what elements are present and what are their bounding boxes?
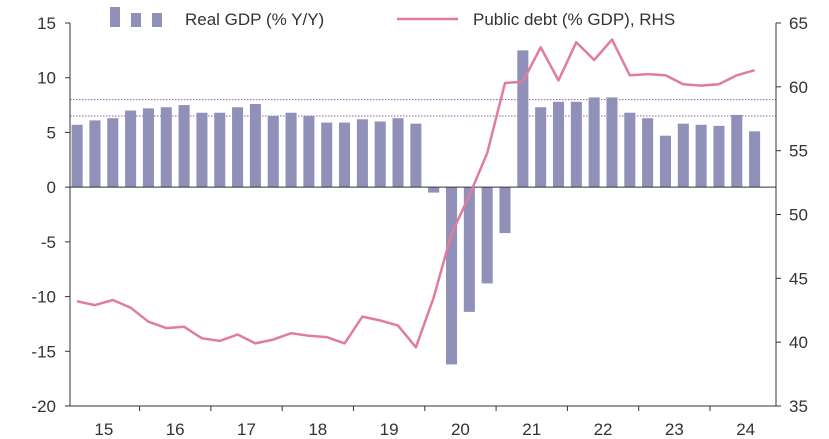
left-tick-label: -5 [41,233,56,252]
right-tick-label: 60 [789,78,808,97]
x-tick-label: 20 [451,420,470,439]
gdp-bar [178,105,190,188]
gdp-bar [142,108,154,188]
gdp-bar [303,116,315,188]
gdp-bar [659,135,671,188]
x-tick-label: 19 [380,420,399,439]
gdp-bar [731,114,743,188]
gdp-bar [695,124,707,188]
x-tick-label: 15 [94,420,113,439]
gdp-bar [445,187,458,365]
gdp-bar [321,122,333,188]
right-tick-label: 40 [789,333,808,352]
gdp-bar [89,120,101,188]
legend-bar-swatch-block [110,7,120,27]
gdp-bar [374,121,386,188]
x-tick-label: 16 [166,420,185,439]
gdp-bar [606,97,618,188]
gdp-bar [410,123,422,188]
gdp-bar [71,124,83,188]
gdp-bar [356,119,368,188]
right-tick-label: 65 [789,14,808,33]
gdp-bar [713,125,725,188]
gdp-bar [624,112,636,188]
gdp-bar [463,187,475,312]
left-tick-label: 5 [47,123,56,142]
gdp-bar [552,101,565,188]
left-axis-ticks: -20 -15 -10 -5 0 5 10 15 [31,14,70,416]
left-tick-label: 0 [47,178,56,197]
x-tick-label: 21 [522,420,541,439]
gdp-bar [677,123,689,188]
gdp-bar [535,107,547,188]
reference-lines [70,99,776,117]
legend: Real GDP (% Y/Y) Public debt (% GDP), RH… [110,7,675,29]
gdp-bar [267,116,279,188]
right-tick-label: 50 [789,206,808,225]
left-tick-label: 10 [37,69,56,88]
x-tick-label: 24 [736,420,755,439]
gdp-bar [499,187,511,234]
gdp-bar [642,118,654,188]
left-tick-label: 15 [37,14,56,33]
gdp-bar [339,122,351,188]
gdp-bar [232,107,244,188]
gdp-bar [428,187,440,193]
legend-bar-swatch-block [131,13,141,27]
bar-series [71,50,761,365]
legend-bar-swatch-block [152,13,162,27]
gdp-bar [749,131,761,188]
right-tick-label: 35 [789,397,808,416]
x-tick-label: 17 [237,420,256,439]
x-tick-label: 23 [665,420,684,439]
right-tick-label: 55 [789,142,808,161]
right-axis-ticks: 35 40 45 50 55 60 65 [776,14,808,416]
legend-bar-label: Real GDP (% Y/Y) [185,10,324,29]
gdp-bar [588,97,600,188]
right-tick-label: 45 [789,269,808,288]
gdp-bar [481,187,493,284]
legend-bar-swatch [110,7,162,27]
left-tick-label: -20 [31,397,56,416]
gdp-bar [517,50,529,188]
gdp-bar [570,101,582,188]
left-tick-label: -10 [31,288,56,307]
gdp-bar [125,110,137,188]
x-tick-label: 22 [594,420,613,439]
legend-line-label: Public debt (% GDP), RHS [473,10,675,29]
x-axis-ticks: 15 16 17 18 19 20 21 22 23 24 [94,406,755,439]
gdp-bar [160,107,172,188]
debt-line [76,38,755,349]
plot-frame [69,23,777,407]
x-tick-label: 18 [308,420,327,439]
gdp-bar [107,118,119,188]
gdp-bar [392,118,404,188]
gdp-bar [285,112,297,188]
gdp-bar [214,112,226,188]
gdp-bar [196,112,208,188]
gdp-bar [249,103,261,188]
left-tick-label: -15 [31,342,56,361]
